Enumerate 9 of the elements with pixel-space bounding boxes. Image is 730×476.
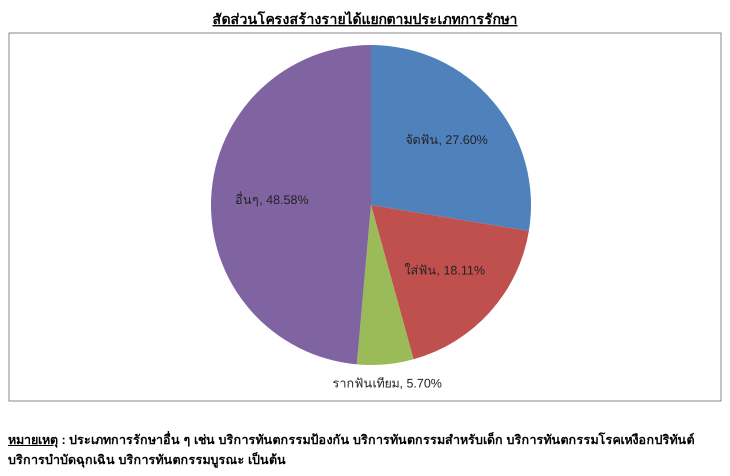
slice-label: อื่นๆ, 48.58% [235, 190, 309, 207]
chart-title: สัดส่วนโครงสร้างรายได้แยกตามประเภทการรักษา [212, 10, 518, 27]
pie-slice [371, 205, 529, 360]
text: หมายเหตุ : ประเภทการรักษาอื่น ๆ เช่น บริการทันตกรรมป้องกัน บริการทันตกรรมสำหรับเด็ก บริการทันตกรรมโรคเหงือกปริทันต์ บริการบำบัดฉุกเฉิน บริการทันตกรรมบูรณะ เป็นต้น [8, 430, 696, 470]
slice-label: ใส่ฟัน, 18.11% [404, 264, 485, 278]
slice-label: รากฟันเทียม, 5.70% [332, 376, 442, 391]
slice-label: จัดฟัน, 27.60% [405, 133, 488, 148]
pie-slice [371, 45, 531, 232]
pie-slice [211, 45, 371, 364]
